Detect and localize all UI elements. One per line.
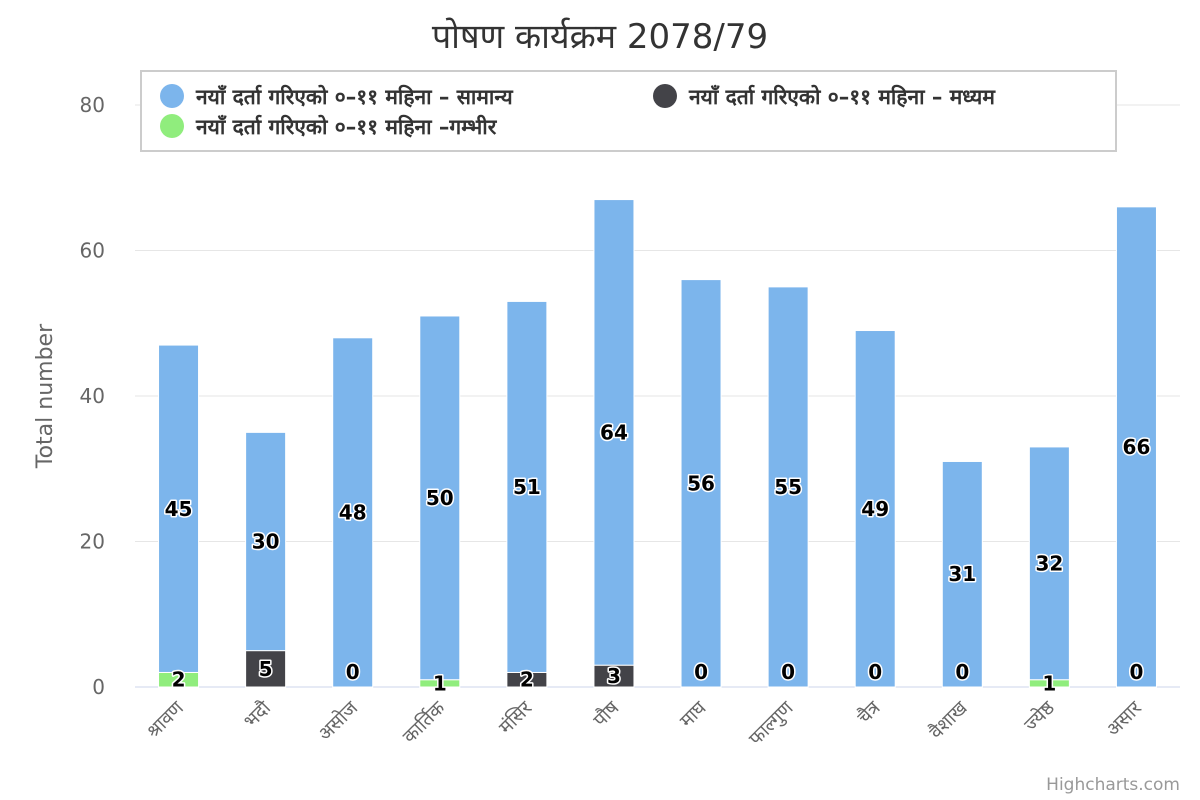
data-labels: 2 45 5 30 0 48 1 50 2 51 3 64 0 56 0 55 0 49 0 31 1 32 0 66	[163, 419, 1152, 697]
bar-segment[interactable]	[245, 650, 287, 688]
bar-segment[interactable]	[506, 300, 548, 673]
x-tick-label: चैत्र	[853, 696, 886, 729]
y-tick-label: 60	[80, 239, 105, 263]
bar-segment[interactable]	[158, 344, 200, 673]
data-label: 45	[165, 497, 193, 521]
x-tick-label: मंसिर	[494, 695, 537, 738]
data-label: 0	[346, 660, 360, 684]
x-tick-label: असोज	[313, 696, 363, 746]
chart-title: पोषण कार्यक्रम 2078/79	[432, 17, 768, 57]
legend-item[interactable]: नयाँ दर्ता गरिएको ०–११ महिना – मध्यम	[653, 84, 996, 109]
data-label: 2	[172, 668, 186, 692]
data-label: 56	[687, 471, 715, 495]
legend-label: नयाँ दर्ता गरिएको ०–११ महिना – मध्यम	[688, 84, 996, 109]
x-axis-ticks: श्रावण भदौ असोज कार्तिक मंसिर पौष माघ फाल्गुण चै…	[142, 695, 1147, 750]
legend-item[interactable]: नयाँ दर्ता गरिएको ०–११ महिना –गम्भीर	[160, 114, 498, 139]
bar-segment[interactable]	[680, 279, 722, 688]
y-axis-ticks: 0 20 40 60 80	[80, 93, 105, 699]
bar-segment[interactable]	[1115, 206, 1157, 688]
y-tick-label: 20	[80, 530, 105, 554]
bar-segment[interactable]	[941, 460, 983, 688]
x-tick-label: वैशाख	[924, 696, 972, 744]
data-label: 0	[955, 660, 969, 684]
y-tick-label: 40	[80, 384, 105, 408]
x-tick-label: ज्येष्ठ	[1019, 696, 1059, 736]
data-label: 0	[868, 660, 882, 684]
bar-segment[interactable]	[419, 315, 461, 681]
bar-segment[interactable]	[1028, 446, 1070, 681]
data-label: 30	[252, 530, 280, 554]
legend-label: नयाँ दर्ता गरिएको ०–११ महिना –गम्भीर	[195, 114, 498, 139]
x-tick-label: असार	[1102, 696, 1147, 741]
legend-item[interactable]: नयाँ दर्ता गरिएको ०–११ महिना – सामान्य	[160, 84, 514, 109]
data-label: 51	[513, 475, 541, 499]
x-tick-label: माघ	[676, 696, 712, 732]
data-label: 50	[426, 486, 454, 510]
legend-marker	[653, 84, 677, 108]
data-label: 64	[600, 420, 628, 444]
y-tick-label: 0	[92, 675, 105, 699]
bars	[158, 199, 1157, 688]
legend-marker	[160, 84, 184, 108]
x-tick-label: पौष	[588, 696, 624, 732]
data-label: 0	[694, 660, 708, 684]
y-axis-label: Total number	[33, 323, 58, 469]
data-label: 49	[861, 497, 889, 521]
data-label: 2	[520, 668, 534, 692]
data-label: 0	[1129, 660, 1143, 684]
data-label: 0	[781, 660, 795, 684]
data-label: 48	[339, 500, 367, 524]
x-tick-label: भदौ	[239, 696, 276, 733]
legend: नयाँ दर्ता गरिएको ०–११ महिना – सामान्य नय…	[140, 70, 1117, 152]
y-tick-label: 80	[80, 93, 105, 117]
bar-segment[interactable]	[854, 330, 896, 688]
bar-segment[interactable]	[332, 337, 374, 688]
data-label: 1	[433, 671, 447, 695]
data-label: 66	[1123, 435, 1151, 459]
data-label: 3	[607, 664, 621, 688]
x-tick-label: कार्तिक	[398, 696, 450, 748]
bar-segment[interactable]	[593, 199, 635, 666]
data-label: 31	[948, 562, 976, 586]
grid-lines	[135, 104, 1180, 688]
x-tick-label: फाल्गुण	[745, 697, 799, 751]
bar-segment[interactable]	[767, 286, 809, 688]
x-tick-label: श्रावण	[142, 697, 188, 743]
legend-marker	[160, 114, 184, 138]
data-label: 1	[1042, 671, 1056, 695]
credits[interactable]: Highcharts.com	[1046, 775, 1180, 795]
bar-segment[interactable]	[245, 431, 287, 652]
legend-label: नयाँ दर्ता गरिएको ०–११ महिना – सामान्य	[195, 84, 514, 109]
data-label: 5	[259, 657, 273, 681]
legend-box	[140, 70, 1117, 152]
data-label: 32	[1035, 551, 1063, 575]
data-label: 55	[774, 475, 802, 499]
